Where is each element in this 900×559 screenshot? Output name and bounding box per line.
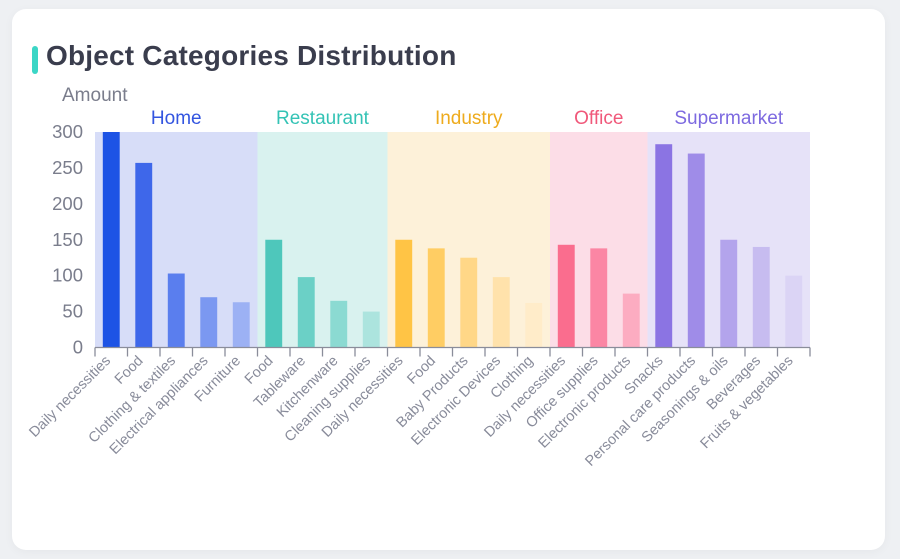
svg-text:Restaurant: Restaurant xyxy=(276,110,370,129)
svg-text:100: 100 xyxy=(52,265,83,286)
svg-text:0: 0 xyxy=(73,337,83,358)
svg-text:300: 300 xyxy=(52,121,83,142)
svg-text:Supermarket: Supermarket xyxy=(674,110,783,129)
svg-text:150: 150 xyxy=(52,229,83,250)
svg-text:Home: Home xyxy=(151,110,202,129)
svg-text:250: 250 xyxy=(52,157,83,178)
svg-text:50: 50 xyxy=(62,301,83,322)
svg-text:Industry: Industry xyxy=(435,110,503,129)
svg-text:200: 200 xyxy=(52,193,83,214)
svg-text:Office: Office xyxy=(574,110,623,129)
